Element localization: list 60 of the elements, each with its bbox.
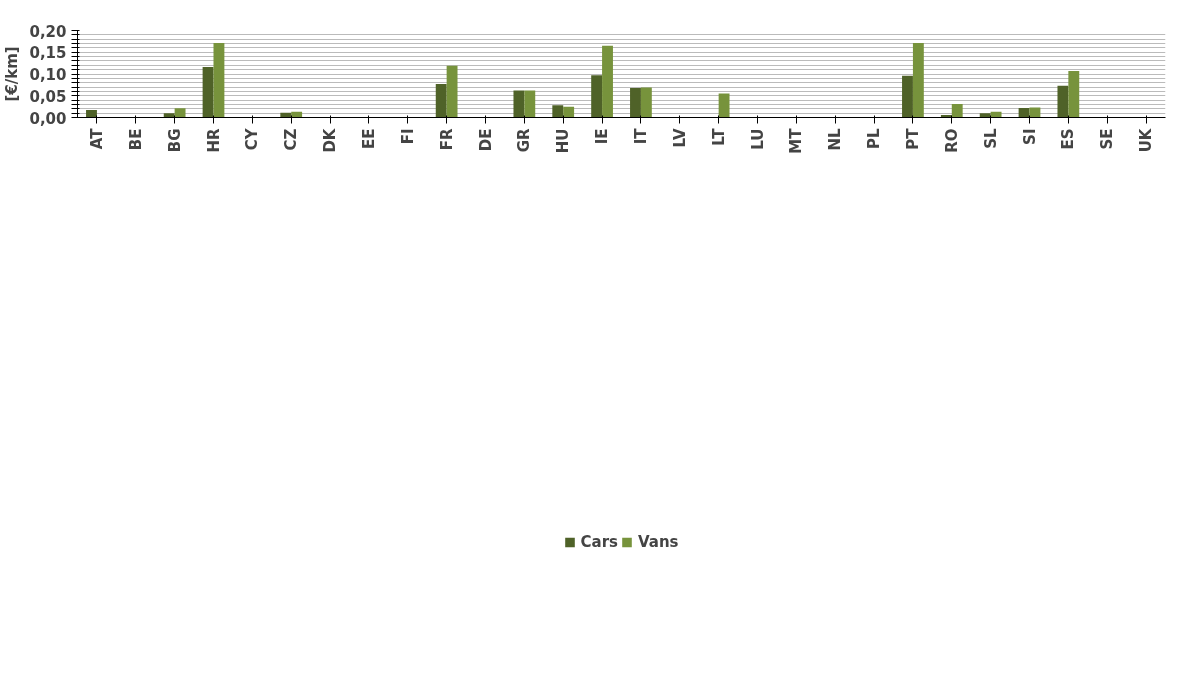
x-tick-label: AT (87, 127, 106, 150)
x-tick-label: FR (437, 128, 456, 151)
x-tick-label: BG (165, 128, 184, 153)
x-tick-label: RO (942, 128, 961, 153)
bar (213, 43, 225, 118)
y-axis-title: [€/km] (3, 46, 22, 102)
bar (435, 84, 447, 118)
bar (524, 90, 536, 118)
x-tick-label: SE (1098, 128, 1117, 150)
x-tick-label: DK (321, 127, 340, 153)
bar (591, 75, 603, 118)
y-tick-label: 0,10 (29, 66, 67, 84)
x-tick-label: LV (670, 128, 689, 148)
x-tick-label: EE (359, 128, 378, 149)
x-tick-label: LT (709, 127, 728, 146)
x-tick-label: IT (631, 127, 650, 145)
x-tick-label: ES (1059, 128, 1078, 150)
x-tick-label: LU (748, 128, 767, 150)
x-tick-label: GR (515, 128, 534, 153)
bar (902, 75, 913, 118)
bar (202, 67, 214, 118)
bar (1068, 70, 1080, 118)
legend-label: Vans (637, 532, 679, 551)
bar (979, 113, 991, 118)
bar (912, 43, 924, 118)
x-tick-label: CY (243, 127, 262, 151)
bar (552, 105, 564, 118)
bar (563, 106, 575, 118)
legend-label: Cars (580, 532, 618, 551)
bar (1029, 107, 1041, 118)
x-tick-label: UK (1137, 127, 1156, 153)
bar (1018, 107, 1030, 118)
bar (174, 108, 186, 118)
x-tick-label: FI (398, 128, 417, 145)
y-tick-label: 0,05 (29, 87, 67, 106)
x-tick-label: DE (476, 128, 495, 152)
x-tick-label: PT (903, 127, 922, 150)
x-tick-label: SI (1020, 128, 1039, 145)
x-tick-label: PL (865, 128, 884, 150)
x-tick-label: MT (787, 127, 806, 154)
y-tick-label: 0,15 (29, 44, 67, 63)
x-tick-label: BE (126, 128, 145, 151)
bar (1057, 85, 1069, 118)
bar (640, 87, 652, 118)
bar (513, 90, 525, 118)
bar (951, 104, 963, 118)
x-tick-label: NL (826, 128, 845, 151)
bar (718, 93, 730, 118)
x-tick-label: HU (554, 128, 573, 154)
bar (446, 65, 458, 118)
x-tick-label: CZ (282, 128, 301, 151)
x-tick-label: IE (593, 128, 612, 145)
bar (86, 110, 97, 118)
y-tick-label: 0,20 (29, 22, 67, 41)
x-tick-label: SL (981, 128, 1000, 149)
bar (163, 113, 175, 118)
bar (602, 45, 613, 118)
bar (630, 87, 641, 118)
y-tick-label: 0,00 (29, 109, 67, 128)
x-tick-label: HR (204, 128, 223, 153)
